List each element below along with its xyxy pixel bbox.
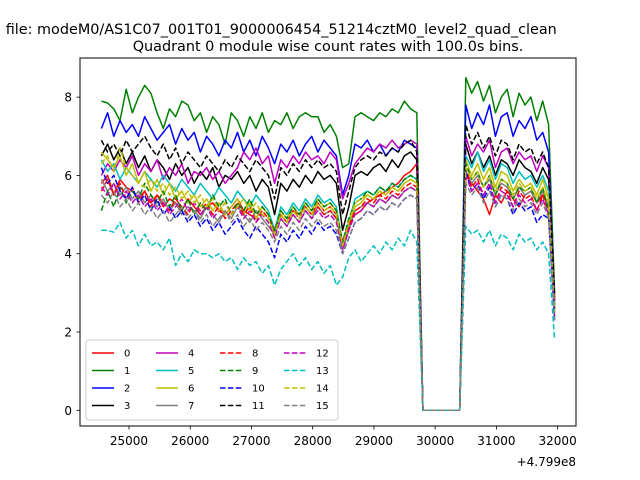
legend-label-3: 3	[124, 401, 130, 412]
y-tick-label: 0	[64, 404, 72, 418]
legend-label-12: 12	[316, 349, 329, 360]
y-tick-label: 6	[64, 169, 72, 183]
x-axis-offset-label: +4.799e8	[517, 455, 576, 469]
plot-frame	[79, 57, 577, 427]
series-line-4	[100, 135, 556, 412]
legend-label-13: 13	[316, 366, 329, 377]
series-line-12	[100, 174, 556, 412]
x-tick-label: 25000	[110, 434, 148, 448]
legend-label-0: 0	[124, 349, 130, 360]
x-tick-label: 27000	[232, 434, 270, 448]
series-line-13	[101, 221, 556, 412]
y-tick-label: 4	[64, 247, 72, 261]
legend-label-5: 5	[188, 366, 194, 377]
legend-label-10: 10	[252, 384, 265, 395]
series-line-1	[101, 76, 556, 412]
x-tick-label: 29000	[355, 434, 393, 448]
series-line-5	[100, 151, 556, 412]
x-tick-label: 32000	[539, 434, 577, 448]
legend-label-7: 7	[188, 401, 194, 412]
chart-title: Quadrant 0 module wise count rates with …	[133, 39, 524, 55]
series-line-7	[100, 170, 556, 412]
series-line-11	[100, 123, 556, 412]
legend-label-9: 9	[252, 366, 258, 377]
figure-suptitle: n file: modeM0/AS1C07_001T01_9000006454_…	[0, 22, 557, 38]
x-tick-label: 30000	[416, 434, 454, 448]
legend-label-14: 14	[316, 384, 329, 395]
y-tick-label: 8	[64, 91, 72, 105]
legend-label-1: 1	[124, 366, 130, 377]
series-line-10	[100, 167, 556, 412]
x-tick-label: 28000	[294, 434, 332, 448]
series-line-8	[100, 166, 556, 412]
x-tick-label: 31000	[477, 434, 515, 448]
legend-label-11: 11	[252, 401, 265, 412]
series-line-14	[100, 147, 556, 412]
plot-lines	[100, 76, 556, 412]
legend-label-8: 8	[252, 349, 258, 360]
y-tick-label: 2	[64, 326, 72, 340]
series-line-2	[100, 104, 556, 412]
x-tick-label: 26000	[171, 434, 209, 448]
legend-label-6: 6	[188, 384, 194, 395]
legend-label-2: 2	[124, 384, 130, 395]
series-line-9	[100, 162, 556, 412]
legend-label-15: 15	[316, 401, 329, 412]
legend-box	[85, 339, 339, 421]
axis-ticks: 25000 26000 27000 28000 29000 30000 31000 32000…	[64, 91, 576, 448]
legend-label-4: 4	[188, 349, 194, 360]
series-line-15	[100, 182, 556, 412]
